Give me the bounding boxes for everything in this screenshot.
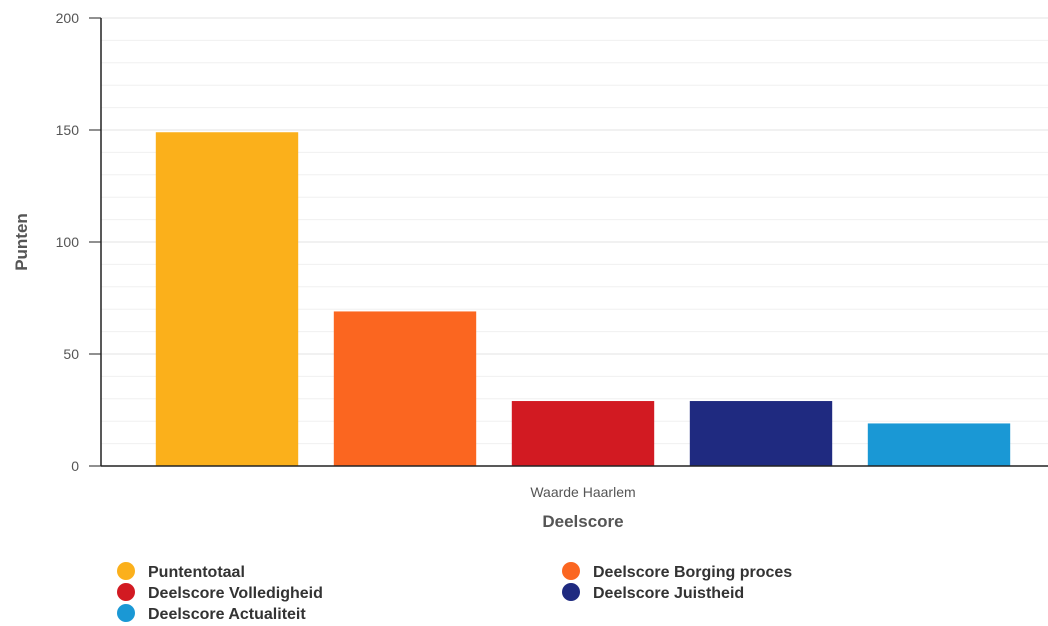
y-tick-label: 200 — [56, 10, 80, 26]
legend-swatch — [562, 583, 580, 601]
x-axis-title: Deelscore — [542, 512, 623, 531]
legend-swatch — [117, 562, 135, 580]
legend-item-deelscore-borging-proces[interactable]: Deelscore Borging proces — [562, 562, 792, 581]
y-tick-label: 0 — [71, 458, 79, 474]
legend-swatch — [117, 583, 135, 601]
legend-label: Puntentotaal — [148, 564, 245, 581]
y-ticks: 0 50 100 150 200 — [56, 10, 101, 474]
bar-puntentotaal[interactable] — [155, 132, 299, 467]
legend: Puntentotaal Deelscore Borging proces Deel… — [117, 562, 792, 623]
bar-deelscore-volledigheid[interactable] — [511, 401, 655, 466]
bars — [155, 132, 1011, 467]
legend-item-deelscore-volledigheid[interactable]: Deelscore Volledigheid — [117, 583, 323, 602]
legend-label: Deelscore Borging proces — [593, 564, 792, 581]
legend-label: Deelscore Actualiteit — [148, 606, 306, 623]
legend-item-deelscore-juistheid[interactable]: Deelscore Juistheid — [562, 583, 744, 602]
y-tick-label: 50 — [63, 346, 79, 362]
y-tick-label: 100 — [56, 234, 80, 250]
legend-label: Deelscore Juistheid — [593, 585, 744, 602]
category-label: Waarde Haarlem — [530, 484, 635, 500]
bar-deelscore-actualiteit[interactable] — [867, 423, 1011, 466]
legend-label: Deelscore Volledigheid — [148, 585, 323, 602]
legend-swatch — [562, 562, 580, 580]
bar-deelscore-borging-proces[interactable] — [333, 311, 477, 466]
y-tick-label: 150 — [56, 122, 80, 138]
y-axis-title: Punten — [12, 213, 31, 271]
legend-item-deelscore-actualiteit[interactable]: Deelscore Actualiteit — [117, 604, 306, 623]
bar-deelscore-juistheid[interactable] — [689, 401, 833, 466]
legend-item-puntentotaal[interactable]: Puntentotaal — [117, 562, 245, 581]
legend-swatch — [117, 604, 135, 622]
